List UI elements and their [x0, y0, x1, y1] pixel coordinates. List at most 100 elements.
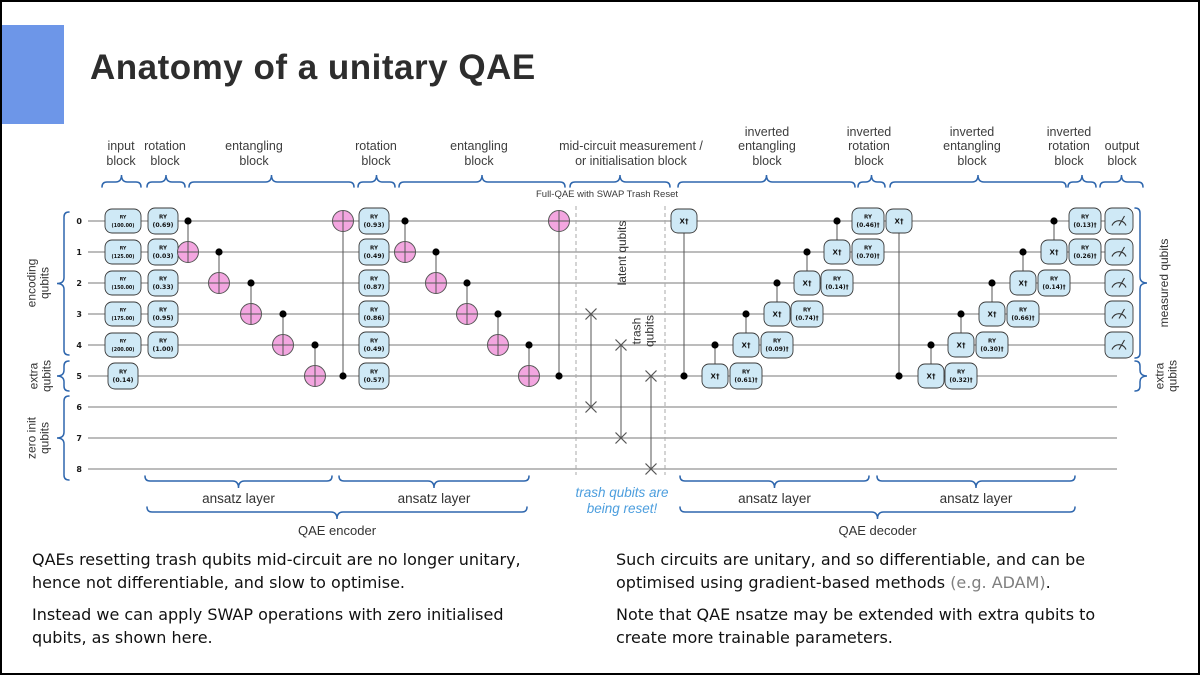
- top-brace-1: [146, 174, 186, 188]
- qubit-number-3: 3: [76, 310, 82, 319]
- qae-encoder-label: QAE encoder: [297, 523, 377, 538]
- mid-label-0: latent qubits: [615, 221, 629, 286]
- note-right-p1: Such circuits are unitary, and so differ…: [616, 548, 1095, 594]
- gate-ryd-41: [760, 331, 794, 359]
- gate-ry-20: [358, 300, 390, 328]
- gate-ryd-45-label: RY: [864, 215, 873, 221]
- gate-ry-18-value: (0.49): [364, 253, 385, 260]
- gate-swap-32-x0b: [645, 370, 657, 382]
- gate-ryd-45-value: (0.46)†: [856, 222, 879, 229]
- gate-cx-26-control: [494, 310, 502, 318]
- right-brace-0: [1134, 207, 1148, 359]
- gate-cx-11-control: [184, 217, 192, 225]
- gate-ry-18-label: RY: [370, 246, 379, 252]
- gate-ryd-43-label: RY: [833, 277, 842, 283]
- block-label-8: inverted entangling block: [943, 124, 1001, 168]
- gate-cxd-36: [732, 332, 760, 358]
- ansatz-layer-label-1: ansatz layer: [397, 491, 471, 506]
- gate-cx-28-control: [555, 372, 563, 380]
- ansatz-layer-label-0: ansatz layer: [202, 491, 275, 506]
- gate-cxd-35: [701, 363, 729, 389]
- gate-ryd-40-label: RY: [742, 370, 751, 376]
- encoder-brace: [146, 506, 528, 520]
- gate-ryd-43-value: (0.14)†: [825, 284, 848, 291]
- gate-ry-10: [147, 331, 179, 359]
- top-brace-9: [1067, 174, 1097, 188]
- gate-cxd-37-control: [773, 279, 781, 287]
- left-brace-2: [56, 395, 70, 481]
- block-label-9: inverted rotation block: [1046, 124, 1092, 168]
- gate-cxd-47: [917, 363, 945, 389]
- svg-text:zero init: zero init: [25, 416, 39, 459]
- measure-gauge-icon: [1111, 251, 1127, 257]
- gate-swap-30-x1b: [585, 401, 597, 413]
- gate-cxd-35-label: X†: [711, 373, 720, 381]
- gate-ry-2-label: RY: [120, 277, 127, 283]
- qubit-number-1: 1: [76, 248, 82, 257]
- gate-cxd-46-control: [895, 372, 903, 380]
- left-brace-0: [56, 211, 70, 356]
- block-label-5: mid-circuit measurement / or initialisat…: [559, 139, 703, 168]
- measure-needle-icon: [1118, 277, 1125, 288]
- note-right-p1-text: Such circuits are unitary, and so differ…: [616, 550, 1086, 592]
- gate-swap-30-x0b: [585, 308, 597, 320]
- gate-ryd-55-value: (0.14)†: [1042, 284, 1065, 291]
- gate-ry-21: [358, 331, 390, 359]
- gate-ry-6-label: RY: [159, 215, 168, 221]
- qubit-number-4: 4: [76, 341, 82, 350]
- gate-ry-2: [104, 270, 142, 296]
- gate-ry-17-label: RY: [370, 215, 379, 221]
- gate-cxd-34-control: [680, 372, 688, 380]
- gate-ryd-41-label: RY: [773, 339, 782, 345]
- svg-text:qubits: qubits: [1166, 360, 1180, 392]
- ansatz-brace-2: [679, 475, 870, 489]
- gate-cxd-37-label: X†: [773, 311, 782, 319]
- top-brace-0: [101, 174, 142, 188]
- left-group-label-0: encoding qubits: [25, 259, 52, 308]
- gate-ryd-42-label: RY: [803, 308, 812, 314]
- gate-ry-7: [147, 238, 179, 266]
- gate-ryd-44-label: RY: [864, 246, 873, 252]
- right-brace-1: [1134, 360, 1148, 392]
- measure-gauge-icon: [1111, 313, 1127, 319]
- accent-bar: [2, 25, 64, 124]
- gate-ry-3: [104, 301, 142, 327]
- gate-ryd-54: [1006, 300, 1040, 328]
- gate-cxd-35-control: [711, 341, 719, 349]
- svg-text:encoding: encoding: [25, 259, 39, 308]
- gate-ryd-43: [820, 269, 854, 297]
- gate-cxd-36-control: [742, 310, 750, 318]
- gate-ryd-52-value: (0.32)†: [949, 377, 972, 384]
- gate-ry-9: [147, 300, 179, 328]
- svg-text:qubits: qubits: [643, 315, 657, 347]
- gate-ryd-53-value: (0.30)†: [980, 346, 1003, 353]
- gate-cxd-37: [763, 301, 791, 327]
- top-brace-7: [857, 174, 886, 188]
- gate-ry-1: [104, 239, 142, 265]
- measure-gauge-icon: [1111, 344, 1127, 350]
- gate-ry-19-value: (0.87): [364, 284, 385, 291]
- left-group-label-2: zero init qubits: [25, 416, 52, 459]
- gate-cxd-39: [823, 239, 851, 265]
- gate-cxd-48: [947, 332, 975, 358]
- gate-ryd-55: [1037, 269, 1071, 297]
- note-left-p1: QAEs resetting trash qubits mid-circuit …: [32, 550, 521, 592]
- gate-ry-6: [147, 207, 179, 235]
- gate-ry-6-value: (0.69): [153, 222, 174, 229]
- note-left-p2: Instead we can apply SWAP operations wit…: [32, 605, 504, 647]
- gate-ry-4: [104, 332, 142, 358]
- gate-ry-1-value: (125.00): [112, 254, 135, 260]
- top-brace-5: [569, 174, 671, 188]
- svg-text:extra: extra: [1153, 362, 1167, 389]
- gate-cxd-46-label: X†: [895, 218, 904, 226]
- gate-ryd-57-label: RY: [1081, 215, 1090, 221]
- qubit-number-2: 2: [76, 279, 82, 288]
- gate-cxd-49-control: [988, 279, 996, 287]
- gate-ry-19: [358, 269, 390, 297]
- measure-needle-icon: [1118, 246, 1125, 257]
- block-label-2: entangling block: [225, 139, 283, 168]
- gate-ryd-45: [851, 207, 885, 235]
- gate-ryd-53-label: RY: [988, 339, 997, 345]
